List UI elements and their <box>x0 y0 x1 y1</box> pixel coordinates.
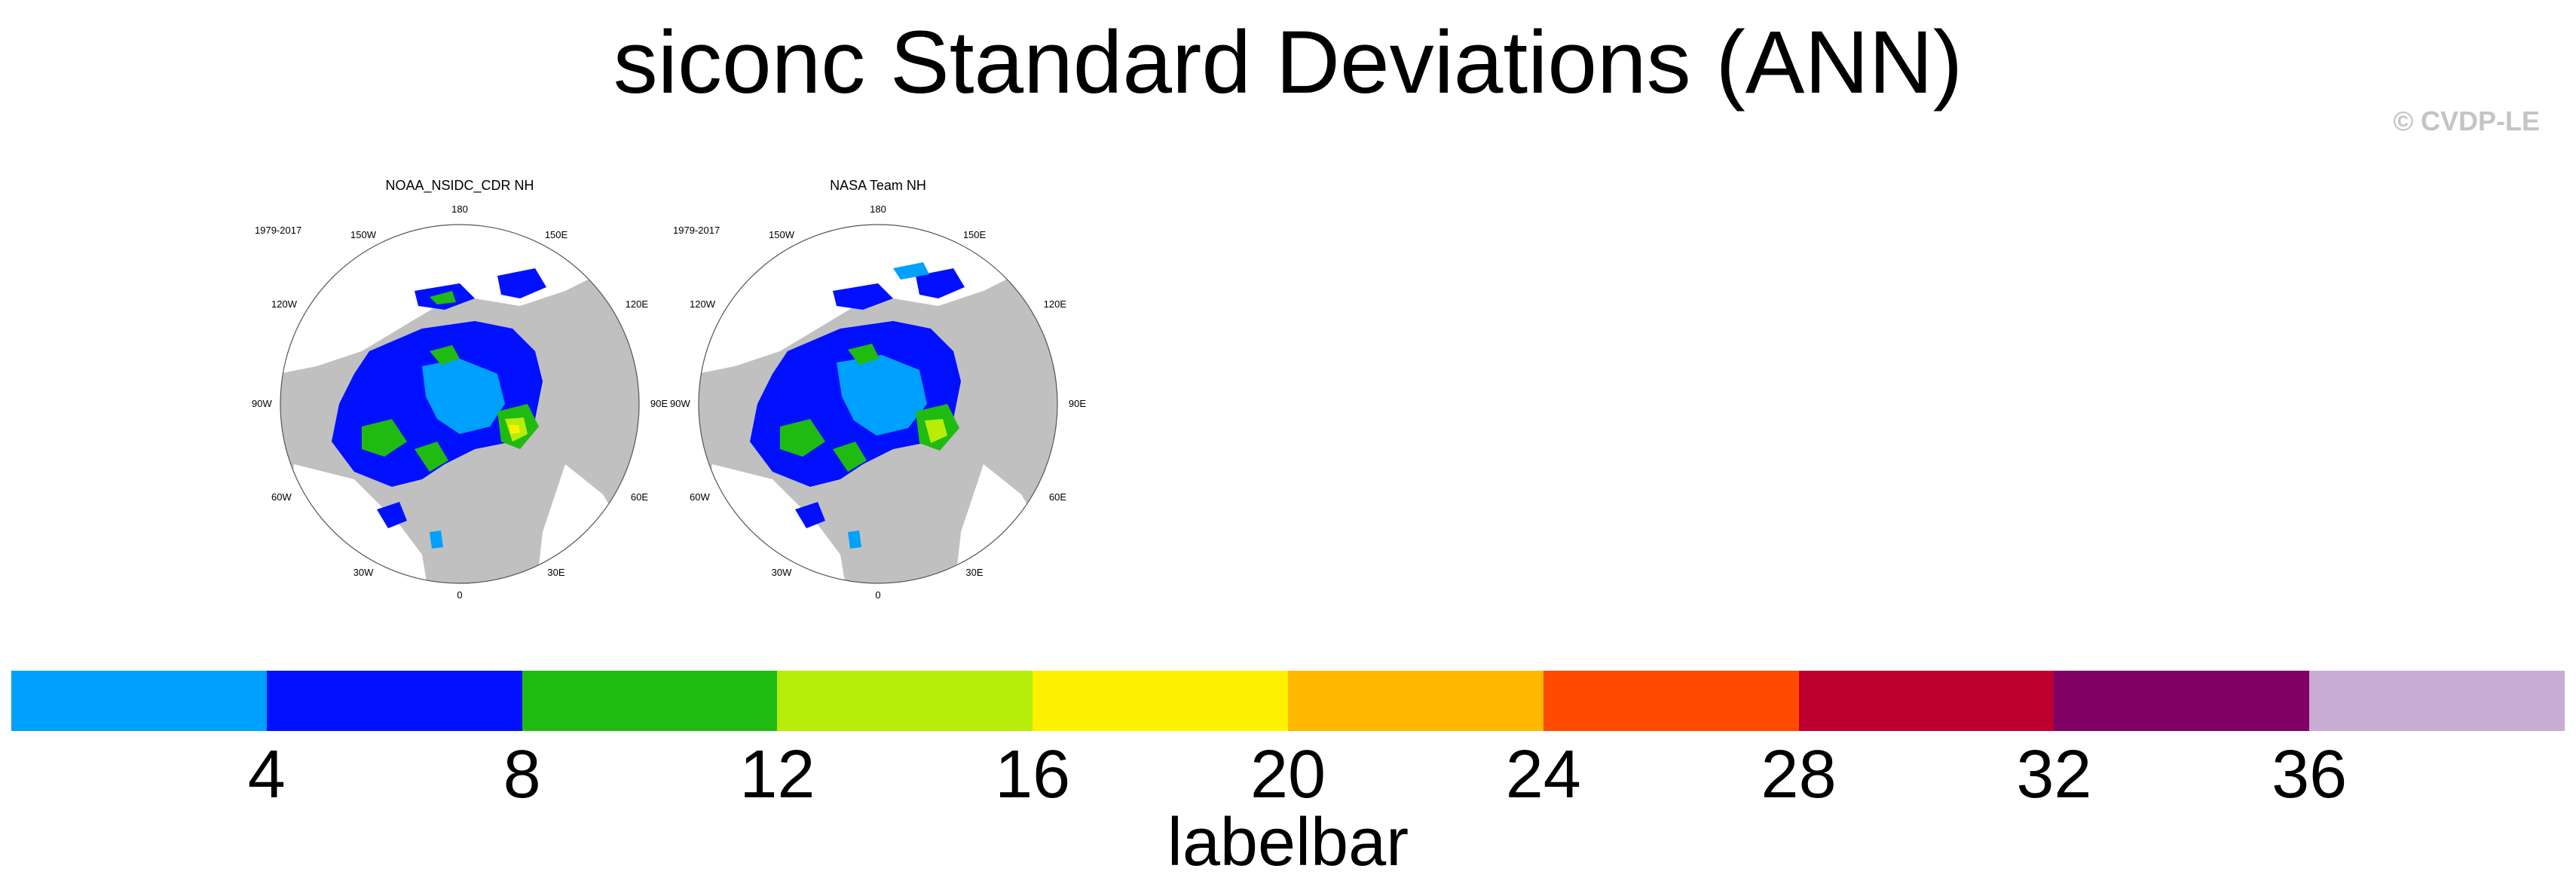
labelbar-color-box <box>1287 671 1543 731</box>
lon-label: 120W <box>690 298 716 310</box>
labelbar-color-box <box>777 671 1033 731</box>
lon-label: 30W <box>772 567 792 578</box>
lon-label: 120W <box>271 298 298 310</box>
labelbar-color-box <box>266 671 522 731</box>
labelbar-tick-label: 8 <box>503 737 541 812</box>
labelbar-title: labelbar <box>1167 805 1409 880</box>
lon-label: 30W <box>353 567 374 578</box>
labelbar-color-box <box>11 671 267 731</box>
labelbar-color-box <box>2054 671 2310 731</box>
lon-label: 60W <box>690 491 710 503</box>
lon-label: 90E <box>650 398 668 409</box>
lon-label: 60W <box>271 491 292 503</box>
lon-label: 30E <box>965 567 983 578</box>
labelbar-tick-label: 24 <box>1505 737 1581 812</box>
polar-map: 180 0 90W 90E 150W 120W 150E 120E 60W 30… <box>252 203 668 600</box>
labelbar-tick-label: 36 <box>2272 737 2348 812</box>
labelbar-tick-label: 28 <box>1761 737 1837 812</box>
map-panel-noaa: NOAA_NSIDC_CDR NH 1979-2017 <box>249 178 671 600</box>
labelbar-colorbar <box>11 671 2565 731</box>
labelbar-tick-label: 4 <box>247 737 286 812</box>
labelbar-color-box <box>522 671 778 731</box>
labelbar-tick-label: 12 <box>739 737 815 812</box>
labelbar-color-box <box>1033 671 1288 731</box>
period-label: 1979-2017 <box>673 225 720 236</box>
lon-label: 60E <box>1049 491 1066 503</box>
panel-title: NOAA_NSIDC_CDR NH <box>385 178 534 193</box>
period-label: 1979-2017 <box>255 225 302 236</box>
panel-title: NASA Team NH <box>830 178 926 193</box>
map-panel-nasa-team: NASA Team NH 1979-2017 180 0 90W 90 <box>667 178 1089 600</box>
polar-map: 180 0 90W 90E 150W 120W 150E 120E 60W 30… <box>670 203 1086 600</box>
labelbar-tick-label: 16 <box>995 737 1071 812</box>
credit-watermark: © CVDP-LE <box>2393 106 2540 136</box>
labelbar-color-box <box>2309 671 2565 731</box>
figure-title: siconc Standard Deviations (ANN) <box>613 13 1963 112</box>
lon-label: 150W <box>350 229 377 240</box>
lon-label: 120E <box>1044 298 1067 310</box>
lon-label: 0 <box>457 589 462 600</box>
lon-label: 180 <box>451 203 468 215</box>
lon-label: 60E <box>631 491 648 503</box>
labelbar-tick-label: 32 <box>2016 737 2092 812</box>
labelbar-color-box <box>1798 671 2054 731</box>
lon-label: 0 <box>875 589 880 600</box>
labelbar-color-box <box>1543 671 1799 731</box>
lon-label: 180 <box>870 203 886 215</box>
lon-label: 120E <box>626 298 649 310</box>
lon-label: 150E <box>963 229 987 240</box>
lon-label: 150W <box>769 229 795 240</box>
lon-label: 150E <box>545 229 568 240</box>
lon-label: 90E <box>1069 398 1086 409</box>
lon-label: 30E <box>547 567 564 578</box>
lon-label: 90W <box>252 398 272 409</box>
lon-label: 90W <box>670 398 690 409</box>
labelbar-tick-label: 20 <box>1250 737 1326 812</box>
